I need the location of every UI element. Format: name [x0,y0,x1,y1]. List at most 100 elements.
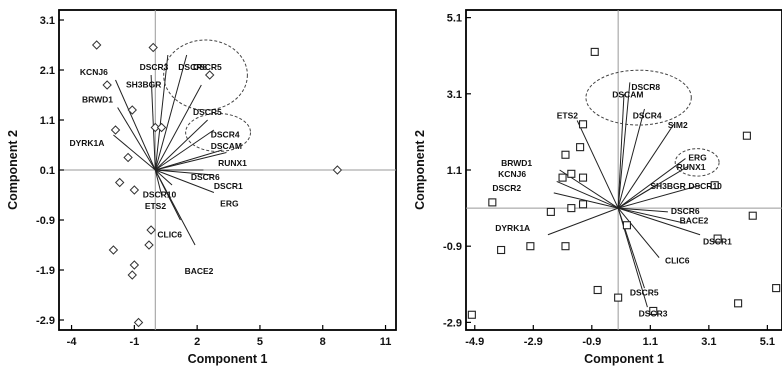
chart0-x-tick-label: 11 [380,336,392,348]
chart0-score-point [156,122,167,133]
chart0-loading-vector-dscr5 [154,84,202,171]
chart1-x-tick-label: -0.9 [582,336,601,348]
chart0-gene-label-dscr3: DSCR3 [140,62,169,72]
chart0-y-axis-title: Component 2 [6,130,20,210]
chart1-gene-label-runx1: RUNX1 [677,162,706,172]
chart0-gene-label-clic6: CLIC6 [157,230,182,240]
chart0-loading-vector-dscr8 [154,54,188,171]
chart0-gene-label-dscr1: DSCR1 [214,181,243,191]
chart0-gene-label-ets2: ETS2 [145,201,167,211]
chart0-score-point [127,270,137,280]
chart1-score-point [590,47,599,56]
chart1-cluster-ellipse [585,69,692,126]
chart0-loading-vector-dyrk1a [113,134,156,171]
chart0-loading-vector-bace2 [154,169,196,246]
chart0-gene-label-dscr10: DSCR10 [143,190,177,200]
chart1-score-point [578,173,588,182]
chart0-y-tick-label: 0.1 [40,165,55,177]
chart1-gene-label-dscr8: DSCR8 [631,82,660,92]
chart1-score-point [561,150,570,159]
chart1-loading-vector-dscr6 [618,207,668,213]
chart0-x-tick-label: 5 [257,336,263,348]
chart1-score-point [576,143,585,152]
chart0-score-point [127,105,137,115]
chart0-gene-label-erg: ERG [220,199,239,209]
chart0-loading-vector-dscam [155,129,215,171]
chart1-loading-vector-dscam [617,93,625,209]
chart-right: -4.9 -2.9 -0.9 1.1 3.1 5.1-2.9-0.91.13.15.1Co… [413,9,782,366]
chart1-score-point [467,310,476,319]
chart0-gene-label-brwd1: BRWD1 [82,95,113,105]
chart0-gene-label-runx1: RUNX1 [218,158,247,168]
chart1-score-point [772,284,781,293]
chart1-score-point [526,242,535,251]
chart0-score-point [144,240,154,250]
chart1-score-point [614,293,623,302]
chart1-loading-vector-dscr10 [618,184,701,209]
chart1-loading-vector-dyrk1a [547,207,619,236]
chart1-score-point [710,181,719,190]
chart0-score-point [108,245,119,255]
chart1-y-tick-label: 5.1 [447,13,462,25]
chart1-x-tick-label: 5.1 [760,336,775,348]
chart0-score-point [123,152,133,163]
chart1-loading-vector-bace2 [618,207,686,224]
chart0-x-tick-label: -1 [129,336,139,348]
chart0-gene-label-dscr5: DSCR5 [193,62,222,72]
chart1-gene-label-dscr5: DSCR5 [630,288,659,298]
chart1-gene-label-bace2: BACE2 [680,215,709,225]
chart1-gene-label-dscr4: DSCR4 [633,111,662,121]
chart0-score-point [150,122,160,133]
chart1-score-point [558,173,567,182]
chart1-gene-label-clic6: CLIC6 [665,255,690,265]
chart0-y-tick-label: -0.9 [36,215,55,227]
chart1-y-tick-label: -0.9 [443,241,462,253]
chart1-gene-label-dscam: DSCAM [612,90,643,100]
chart1-gene-label-dscr3: DSCR3 [639,309,668,319]
chart1-gene-label-dyrk1a: DYRK1A [495,223,530,233]
chart1-score-point [622,221,631,230]
chart1-score-point [567,204,576,213]
chart1-score-point [649,306,658,316]
chart0-loading-vector-brwd1 [117,107,156,171]
chart1-gene-label-dscr2: DSCR2 [492,183,521,193]
chart0-loading-vector-sim2 [155,152,227,171]
chart0-cluster-ellipse [185,113,252,152]
chart1-y-tick-label: -2.9 [443,317,462,329]
chart0-score-point [148,42,158,53]
chart1-gene-label-dscr10: DSCR10 [688,181,722,191]
chart1-x-tick-label: 3.1 [701,336,716,348]
chart1-x-tick-label: -4.9 [465,336,484,348]
chart0-loading-vector-dscr3 [154,54,169,171]
chart0-gene-label-dscr5: DSCR5 [193,107,222,117]
chart0-score-point [102,80,112,90]
chart0-gene-label-dscr8: DSCR8 [178,62,207,72]
chart0-loading-vector-runx1 [155,149,223,171]
chart1-loading-vector-sh3bgr [617,184,657,209]
chart0-y-tick-label: -1.9 [36,265,55,277]
chart0-loading-vector-sh3bgr [150,74,156,171]
chart0-score-point [91,40,102,50]
chart-left: -4 -1 2 5 8 11 -2.9 -1.9 -0.9 0.1 1.1 2.1 3.1 Compone… [6,9,397,366]
chart1-y-tick-label: 1.1 [447,165,462,177]
chart1-score-point [742,131,751,140]
chart0-loading-vector-ets2 [154,169,163,196]
chart0-gene-label-dscr6: DSCR6 [191,172,220,182]
chart1-score-point [488,198,497,207]
chart1-y-tick-label: 3.1 [447,89,462,101]
chart0-loading-vector-dscr1 [155,169,214,176]
chart1-loading-vector-sim2 [617,124,675,209]
chart1-gene-label-dscr6: DSCR6 [671,206,700,216]
chart0-loading-vector-kcnj6 [115,79,156,171]
chart1-loading-vector-dscr1 [617,207,701,236]
chart1-x-axis-title: Component 1 [584,352,664,366]
chart0-y-tick-label: 2.1 [40,65,55,77]
chart1-x-tick-label: -2.9 [524,336,543,348]
chart0-loading-vector-erg [155,169,215,193]
chart0-x-tick-label: -4 [67,336,78,348]
chart0-y-tick-label: -2.9 [36,315,55,327]
chart0-y-tick-label: 1.1 [40,115,55,127]
chart1-gene-label-sh3bgr: SH3BGR [650,181,685,191]
chart1-score-point [578,120,588,129]
chart0-score-point [146,225,156,235]
